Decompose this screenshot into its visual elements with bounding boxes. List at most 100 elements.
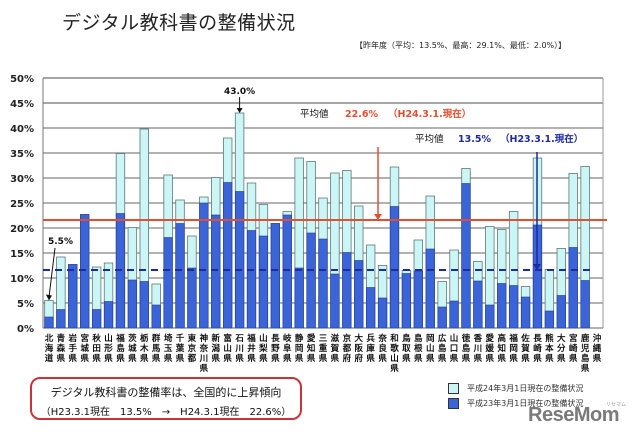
x-tick-label-char: 県 [69, 353, 78, 364]
bar-h23-23 [318, 238, 328, 329]
bar-h23-34 [449, 300, 459, 329]
x-tick-label-char: 県 [200, 363, 209, 374]
bar-h23-31 [413, 270, 423, 329]
x-tick-label-char: 児 [580, 344, 590, 354]
x-tick-label-char: 府 [343, 353, 352, 364]
bar-h23-35 [461, 183, 471, 329]
x-tick-label-char: 県 [212, 353, 221, 364]
x-tick-label-char: 島 [462, 343, 471, 354]
x-tick-label-char: 川 [473, 344, 483, 354]
chart-title: デジタル教科書の整備状況 [62, 12, 296, 34]
x-tick-label-char: 歌 [390, 343, 399, 354]
x-tick-label-char: 山 [426, 343, 435, 354]
bar-h23-26 [354, 260, 364, 329]
x-tick-label-char: 知 [307, 343, 316, 354]
bar-h23-17 [246, 230, 257, 329]
x-tick-label-char: 県 [92, 353, 101, 364]
x-tick-label-char: 静 [295, 333, 304, 344]
x-tick-label-char: 縄 [593, 343, 602, 354]
x-tick-label-char: 県 [259, 353, 268, 364]
bar-h23-11 [175, 223, 185, 329]
x-tick-label-char: 北 [45, 333, 54, 344]
x-tick-label-char: 府 [354, 353, 363, 364]
y-tick-label: 50% [10, 74, 34, 85]
x-tick-label-char: 根 [414, 343, 423, 354]
y-tick-label: 45% [10, 99, 34, 110]
bar-h23-3 [80, 214, 90, 329]
x-tick-label-char: 大 [354, 333, 363, 344]
annotation-min-label: 5.5% [48, 237, 73, 247]
x-tick-label-char: 三 [319, 334, 328, 344]
x-tick-label-char: 県 [450, 353, 459, 364]
bar-h23-0 [44, 316, 54, 329]
annotation-max-label: 43.0% [224, 87, 255, 97]
x-tick-label-char: 県 [390, 363, 399, 374]
legend: 平成24年3月1日現在の整備状況 平成23年3月1日現在の整備状況 [448, 381, 583, 411]
annotation-min-arrow [48, 247, 56, 298]
x-tick-label-char: 手 [69, 343, 78, 354]
x-tick-label-char: 海 [45, 343, 54, 354]
y-tick-label: 25% [10, 199, 34, 210]
x-tick-label-char: 県 [283, 353, 292, 364]
x-tick-label-char: 県 [223, 353, 232, 364]
average-value-h23: 13.5% [458, 134, 491, 145]
x-tick-label-char: 滋 [331, 333, 340, 344]
x-tick-label-char: 香 [473, 333, 483, 344]
x-tick-label-char: 馬 [152, 343, 161, 354]
x-tick-label-char: 長 [533, 333, 542, 344]
bar-h23-14 [211, 214, 221, 329]
x-tick-label-char: 岐 [283, 333, 292, 344]
bar-h23-43 [556, 295, 566, 329]
x-tick-label-char: 県 [104, 353, 113, 364]
x-tick-label-char: 県 [319, 353, 328, 364]
bar-h23-39 [509, 285, 519, 329]
x-tick-label-char: 県 [593, 353, 602, 364]
x-tick-label-char: 県 [152, 353, 161, 364]
x-tick-label-char: 賀 [520, 343, 530, 354]
x-tick-label-char: 良 [378, 343, 387, 354]
x-tick-label-char: 阜 [283, 343, 292, 354]
annotation-min-arrowhead [45, 294, 52, 301]
x-tick-label-char: 川 [199, 354, 209, 364]
x-tick-label-char: 崎 [533, 343, 542, 354]
x-tick-label-char: 野 [271, 344, 280, 354]
x-tick-label-char: 県 [462, 353, 471, 364]
legend-label-h24: 平成24年3月1日現在の整備状況 [467, 384, 584, 393]
x-tick-label-char: 県 [474, 353, 483, 364]
x-tick-label-char: 県 [486, 353, 495, 364]
x-tick-label-char: 県 [521, 353, 530, 364]
x-tick-label-char: 高 [497, 333, 506, 344]
x-tick-label-char: 島 [116, 343, 125, 354]
x-tick-label-char: 県 [128, 353, 137, 364]
x-tick-label-char: 長 [271, 333, 280, 344]
bar-h23-24 [330, 273, 340, 329]
x-tick-label-char: 県 [366, 353, 375, 364]
x-tick-label-char: 和 [390, 333, 399, 344]
bar-h23-42 [544, 310, 554, 329]
x-tick-label-char: 新 [212, 333, 221, 344]
x-tick-label-char: 栃 [140, 333, 149, 344]
x-tick-label-char: 県 [497, 353, 506, 364]
y-tick-label: 35% [10, 149, 34, 160]
bar-h23-12 [187, 267, 197, 329]
x-tick-label-char: 本 [545, 343, 554, 354]
y-tick-label: 20% [10, 224, 34, 235]
bar-h23-4 [92, 309, 102, 329]
x-tick-label-char: 広 [438, 333, 447, 344]
x-tick-label-char: 福 [508, 333, 518, 344]
x-tick-label-char: 都 [342, 343, 352, 354]
x-tick-label-char: 道 [45, 353, 54, 364]
x-tick-label-char: 沖 [593, 333, 602, 344]
resemom-logo-sub: リセマム [606, 402, 627, 408]
x-tick-label-char: 徳 [461, 333, 471, 344]
y-tick-label: 15% [10, 249, 34, 260]
legend-label-h23: 平成23年3月1日現在の整備状況 [467, 399, 584, 408]
x-tick-label-char: 山 [104, 333, 113, 344]
x-tick-label-char: 京 [188, 343, 197, 354]
x-tick-label-char: 山 [223, 343, 232, 354]
x-tick-label-char: 兵 [366, 333, 375, 344]
x-tick-label-char: 青 [57, 333, 66, 344]
bar-h23-30 [401, 273, 411, 329]
x-tick-label-char: 愛 [307, 333, 316, 344]
bar-h23-20 [282, 214, 292, 329]
